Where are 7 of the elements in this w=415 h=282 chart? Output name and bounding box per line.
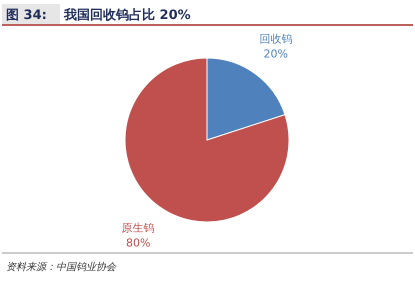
- pie-slice: [124, 58, 290, 222]
- data-label: 80%: [126, 236, 150, 250]
- chart-title: 图 34: 我国回收钨占比 20%: [6, 8, 191, 23]
- slice-label: 回收钨: [259, 32, 292, 46]
- text: 资料来源：中国钨业协会: [6, 261, 117, 273]
- data-label: 20%: [264, 47, 288, 60]
- slice-label: 原生钨: [122, 222, 155, 235]
